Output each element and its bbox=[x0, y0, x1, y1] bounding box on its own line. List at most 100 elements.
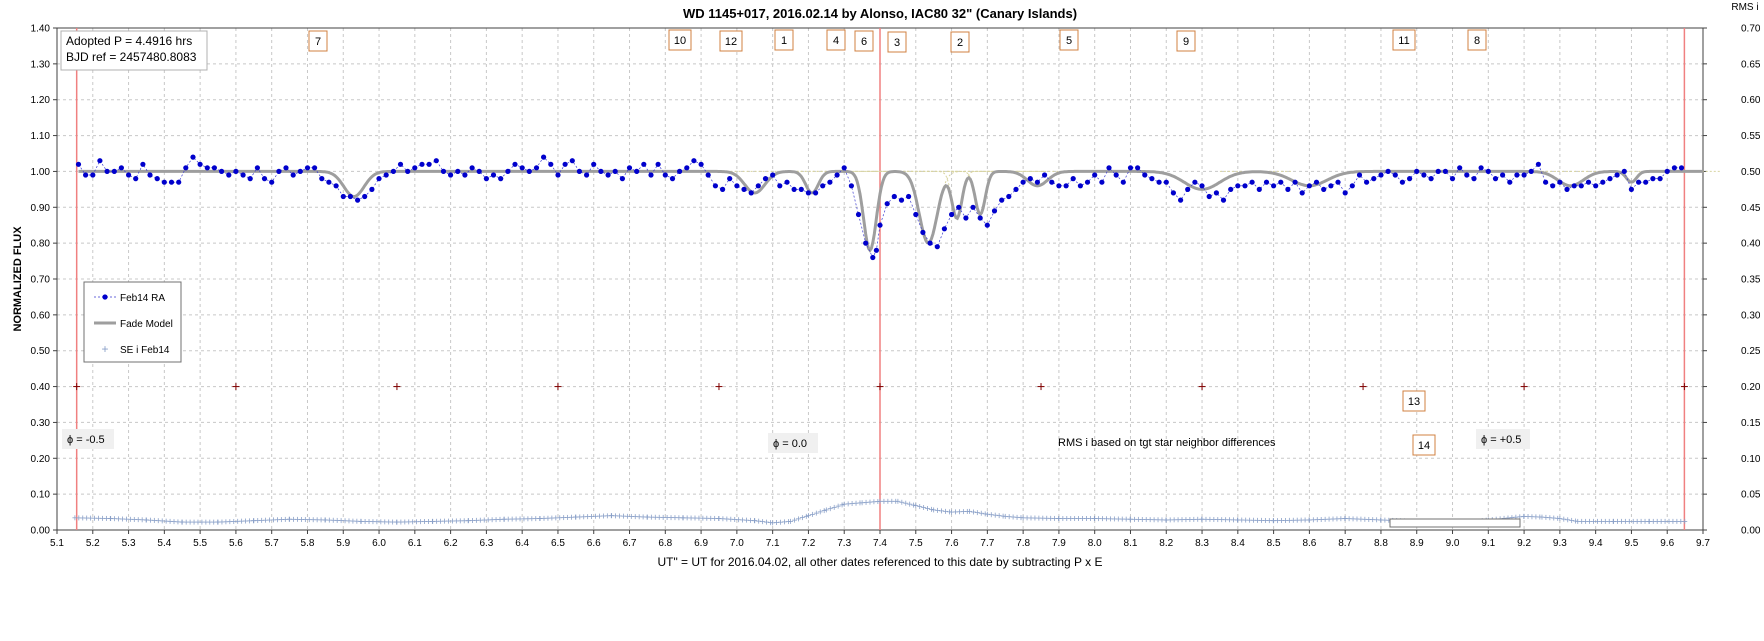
ephemeris-markers bbox=[73, 383, 1688, 391]
data-point-ra bbox=[1564, 186, 1570, 192]
x-tick-label: 5.7 bbox=[265, 538, 279, 549]
data-point-ra bbox=[1084, 179, 1091, 185]
data-point-ra bbox=[290, 172, 296, 178]
y2-tick-label: 0.60 bbox=[1741, 95, 1761, 106]
data-point-ra bbox=[483, 176, 489, 182]
data-point-ra bbox=[1235, 183, 1241, 189]
data-point-ra bbox=[1156, 179, 1162, 185]
data-point-ra bbox=[877, 222, 883, 228]
data-point-ra bbox=[970, 204, 976, 210]
data-point-ra bbox=[891, 193, 897, 200]
data-point-ra bbox=[412, 165, 418, 171]
data-point-ra bbox=[1457, 165, 1463, 171]
dip-label-9-box bbox=[1176, 30, 1196, 52]
data-point-ra bbox=[1349, 183, 1355, 189]
data-point-ra bbox=[755, 183, 761, 189]
x-tick-label: 8.5 bbox=[1267, 538, 1281, 549]
data-point-ra bbox=[1256, 186, 1262, 192]
data-point-ra bbox=[913, 211, 919, 218]
dip-label-13: 13 bbox=[1408, 396, 1420, 408]
y2-tick-label: 0.30 bbox=[1741, 310, 1761, 321]
x-tick-label: 5.2 bbox=[86, 538, 100, 549]
phase-label-zero: ϕ = 0.0 bbox=[768, 433, 818, 453]
data-point-ra bbox=[1636, 179, 1642, 185]
data-point-ra bbox=[1528, 168, 1534, 174]
data-point-ra bbox=[1657, 176, 1663, 182]
data-point-ra bbox=[1106, 165, 1112, 171]
data-point-ra bbox=[562, 161, 568, 167]
data-point-ra bbox=[1027, 176, 1033, 182]
dip-label-6: 6 bbox=[861, 36, 867, 48]
data-point-ra bbox=[949, 211, 955, 218]
data-point-ra bbox=[176, 179, 182, 185]
svg-text:ϕ = +0.5: ϕ = +0.5 bbox=[1481, 434, 1521, 446]
dip-label-3-box bbox=[887, 31, 907, 53]
y-tick-label: 0.30 bbox=[31, 418, 51, 429]
data-point-ra bbox=[168, 179, 175, 185]
x-tick-label: 9.1 bbox=[1481, 538, 1495, 549]
x-tick-label: 6.3 bbox=[479, 538, 493, 549]
data-point-ra bbox=[376, 176, 382, 182]
data-point-ra bbox=[984, 222, 990, 228]
x-tick-label: 8.0 bbox=[1088, 538, 1102, 549]
data-point-ra bbox=[1006, 193, 1012, 200]
x-tick-label: 5.8 bbox=[301, 538, 315, 549]
data-point-ra bbox=[605, 172, 611, 178]
data-point-ra bbox=[741, 186, 747, 192]
x-tick-label: 6.1 bbox=[408, 538, 422, 549]
data-point-ra bbox=[619, 176, 626, 182]
data-point-ra bbox=[963, 215, 969, 221]
data-point-ra bbox=[1142, 172, 1148, 178]
se-i-points bbox=[72, 498, 1688, 526]
x-tick-label: 8.7 bbox=[1338, 538, 1352, 549]
y-tick-label: 1.20 bbox=[31, 95, 51, 106]
x-tick-label: 7.9 bbox=[1052, 538, 1066, 549]
data-point-ra bbox=[1206, 193, 1212, 200]
dip-label-13-box bbox=[1402, 390, 1426, 412]
svg-text:ϕ = 0.0: ϕ = 0.0 bbox=[773, 438, 807, 450]
data-point-ra bbox=[1521, 172, 1527, 178]
data-point-ra bbox=[304, 165, 311, 171]
data-point-ra bbox=[90, 172, 96, 178]
x-axis-label: UT" = UT for 2016.04.02, all other dates… bbox=[657, 555, 1102, 569]
dip-label-5-box bbox=[1059, 29, 1079, 51]
data-point-ra bbox=[655, 161, 661, 167]
data-point-ra bbox=[712, 183, 719, 189]
data-point-ra bbox=[1335, 179, 1341, 185]
x-tick-label: 8.1 bbox=[1124, 538, 1138, 549]
data-point-ra bbox=[1163, 179, 1169, 185]
legend-label-se: SE i Feb14 bbox=[120, 345, 170, 356]
data-point-ra bbox=[519, 165, 525, 171]
data-point-ra bbox=[147, 172, 153, 178]
data-point-ra bbox=[584, 172, 590, 178]
data-point-ra bbox=[397, 161, 404, 167]
data-point-ra bbox=[1120, 179, 1126, 185]
data-point-ra bbox=[999, 197, 1005, 203]
data-point-ra bbox=[1492, 176, 1499, 182]
data-point-ra bbox=[97, 158, 103, 164]
x-tick-label: 9.0 bbox=[1446, 538, 1460, 549]
data-point-ra bbox=[873, 247, 880, 253]
dip-label-2: 2 bbox=[957, 37, 963, 49]
y-tick-label: 0.20 bbox=[31, 454, 51, 465]
data-point-ra bbox=[1020, 179, 1026, 185]
y2-tick-label: 0.40 bbox=[1741, 239, 1761, 250]
data-point-ra bbox=[283, 165, 289, 171]
data-point-ra bbox=[813, 190, 819, 196]
data-point-ra bbox=[1371, 176, 1377, 182]
x-tick-label: 8.4 bbox=[1231, 538, 1245, 549]
y-tick-label: 0.80 bbox=[31, 239, 51, 250]
data-point-ra bbox=[1135, 165, 1141, 171]
y2-tick-label: 0.05 bbox=[1741, 490, 1761, 501]
data-point-ra bbox=[1249, 179, 1255, 185]
data-point-ra bbox=[1485, 168, 1491, 174]
y2-tick-label: 0.25 bbox=[1741, 346, 1761, 357]
x-tick-label: 6.4 bbox=[515, 538, 529, 549]
data-point-ra bbox=[1356, 172, 1363, 178]
x-axis-ticks: 5.1 5.2 5.3 5.4 5.5 5.6 5.7 5.8 5.9 6.0 6.1 6.2 6.3 6… bbox=[50, 530, 1710, 549]
y2-tick-label: 0.50 bbox=[1741, 167, 1761, 178]
phase-label-plus: ϕ = +0.5 bbox=[1476, 429, 1530, 449]
data-point-ra bbox=[126, 172, 132, 178]
